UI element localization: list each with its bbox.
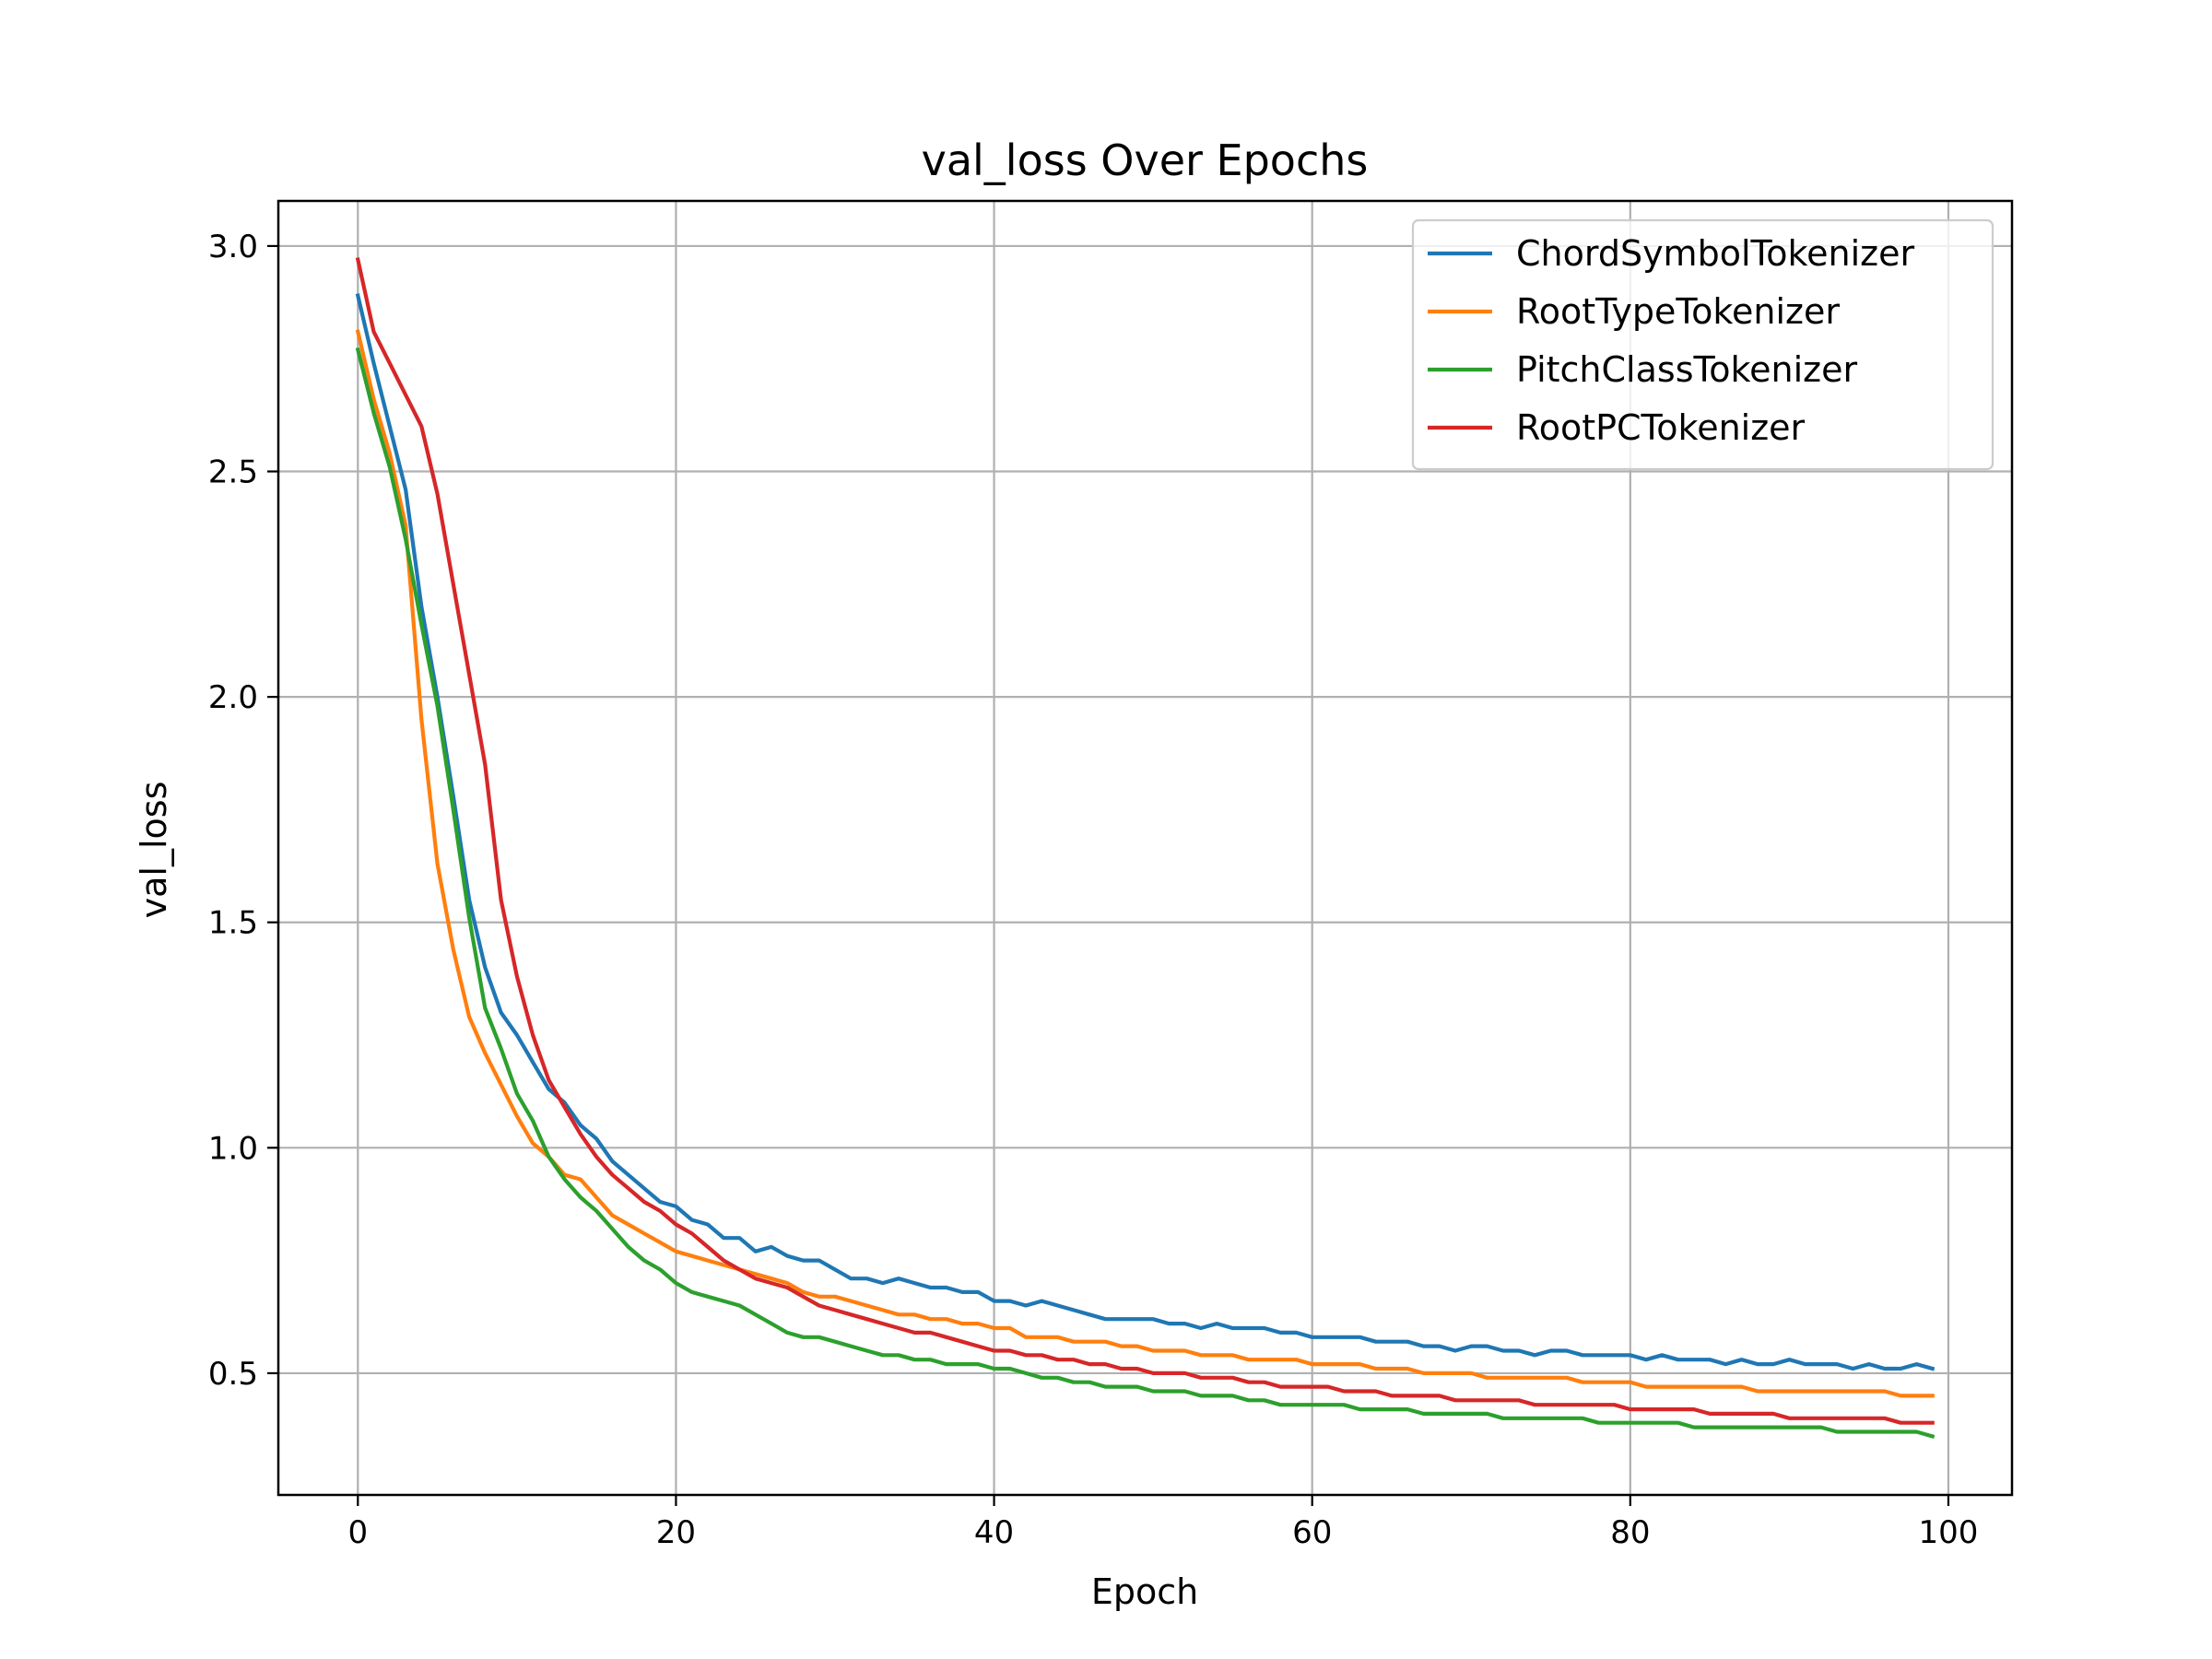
series-line-PitchClassTokenizer bbox=[355, 347, 1936, 1439]
y-tick-label: 2.5 bbox=[208, 454, 258, 491]
x-tick-label: 100 bbox=[1919, 1514, 1979, 1551]
series-line-RootPCTokenizer bbox=[355, 257, 1935, 1425]
legend: ChordSymbolTokenizer RootTypeTokenizer Pit… bbox=[1411, 218, 1994, 471]
x-tick-label: 80 bbox=[1610, 1514, 1650, 1551]
y-tick-label: 1.5 bbox=[208, 905, 258, 942]
y-tick-label: 2.0 bbox=[208, 679, 258, 716]
y-axis-ticks: 0.5 1.0 1.5 2.0 2.5 3.0 bbox=[208, 229, 278, 1393]
series-line-ChordSymbolTokenizer bbox=[355, 293, 1936, 1371]
legend-box bbox=[1411, 218, 1994, 471]
grid-lines bbox=[278, 201, 2012, 1495]
legend-label: PitchClassTokenizer bbox=[1516, 349, 1857, 390]
chart-title: val_loss Over Epochs bbox=[922, 135, 1369, 185]
x-axis-ticks: 0 20 40 60 80 100 bbox=[347, 1495, 1978, 1551]
x-tick-label: 60 bbox=[1292, 1514, 1332, 1551]
x-axis-label: Epoch bbox=[1091, 1571, 1198, 1612]
x-tick-label: 20 bbox=[656, 1514, 696, 1551]
y-tick-label: 3.0 bbox=[208, 229, 258, 265]
series-line-RootTypeTokenizer bbox=[355, 329, 1935, 1398]
plot-frame bbox=[276, 199, 2014, 1497]
legend-label: RootTypeTokenizer bbox=[1516, 291, 1840, 332]
y-tick-label: 1.0 bbox=[208, 1130, 258, 1167]
x-tick-label: 40 bbox=[974, 1514, 1014, 1551]
legend-label: ChordSymbolTokenizer bbox=[1516, 233, 1914, 274]
y-tick-label: 0.5 bbox=[208, 1356, 258, 1393]
y-axis-label: val_loss bbox=[134, 782, 174, 919]
series-lines bbox=[355, 257, 1936, 1439]
legend-label: RootPCTokenizer bbox=[1516, 407, 1806, 448]
x-tick-label: 0 bbox=[347, 1514, 368, 1551]
